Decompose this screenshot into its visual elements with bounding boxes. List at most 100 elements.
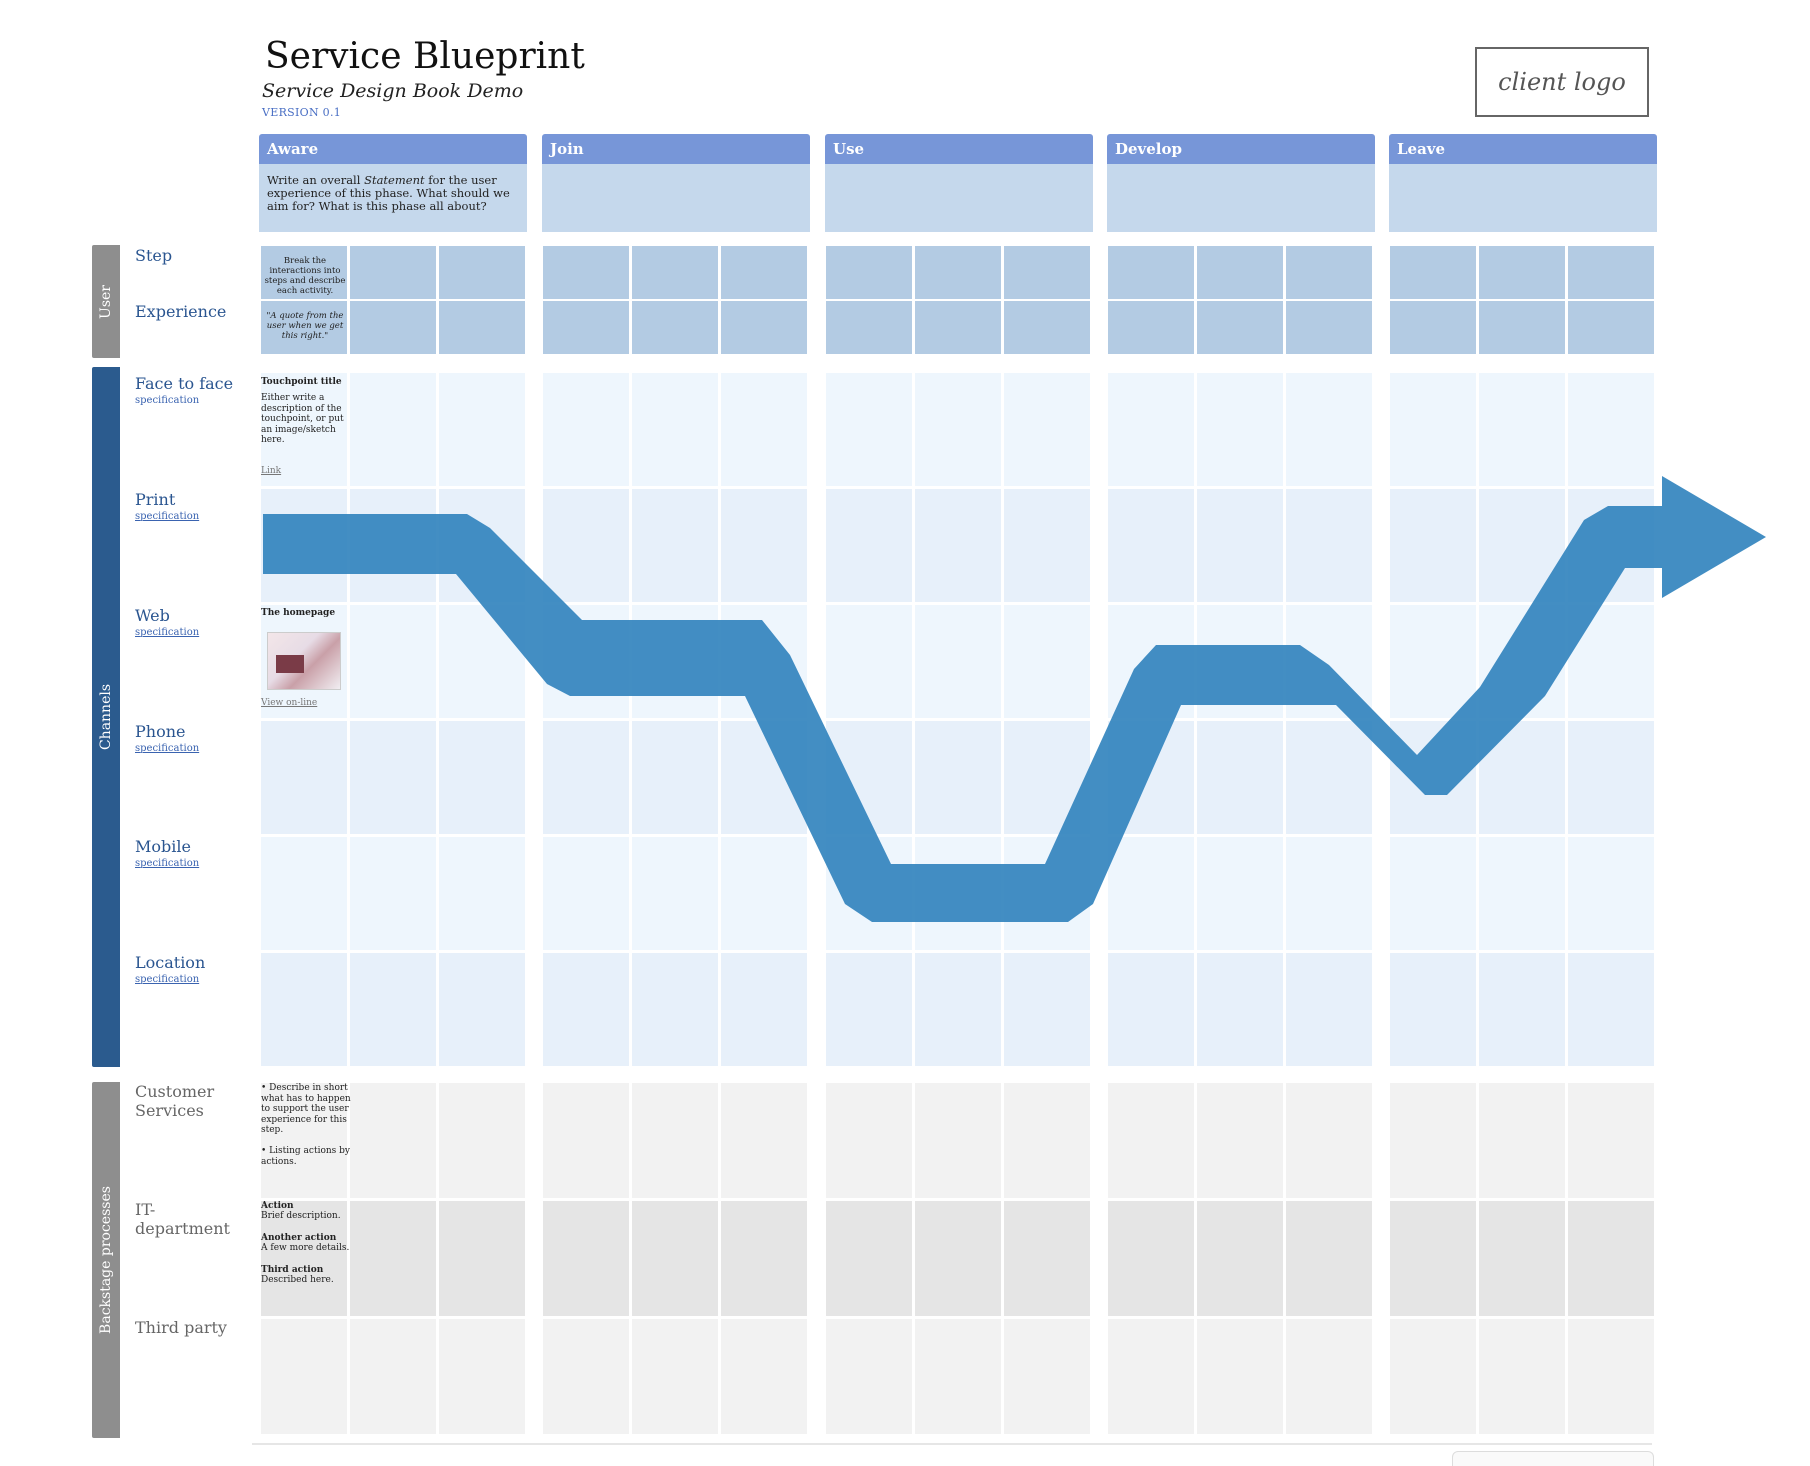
cell-web-leave-1[interactable] [1390, 605, 1476, 718]
cell-location-leave-2[interactable] [1479, 953, 1565, 1066]
cell-mobile-develop-3[interactable] [1286, 837, 1372, 950]
cell-it-department-join-3[interactable] [721, 1201, 807, 1316]
cell-third-party-aware-3[interactable] [439, 1319, 525, 1434]
cell-it-department-aware-1[interactable] [261, 1201, 347, 1316]
spec-link-face-to-face[interactable]: specification [135, 395, 200, 406]
cell-it-department-leave-3[interactable] [1568, 1201, 1654, 1316]
cell-location-use-1[interactable] [826, 953, 912, 1066]
cell-it-department-use-1[interactable] [826, 1201, 912, 1316]
cell-phone-use-2[interactable] [915, 721, 1001, 834]
cell-location-use-3[interactable] [1004, 953, 1090, 1066]
cell-experience-use-3[interactable] [1004, 301, 1090, 354]
cell-mobile-join-3[interactable] [721, 837, 807, 950]
cell-customer-services-join-1[interactable] [543, 1083, 629, 1198]
cell-experience-join-2[interactable] [632, 301, 718, 354]
cell-print-use-2[interactable] [915, 489, 1001, 602]
cell-experience-use-2[interactable] [915, 301, 1001, 354]
cell-it-department-aware-2[interactable] [350, 1201, 436, 1316]
spec-link-phone[interactable]: specification [135, 743, 200, 754]
cell-third-party-use-1[interactable] [826, 1319, 912, 1434]
cell-mobile-leave-1[interactable] [1390, 837, 1476, 950]
cell-customer-services-develop-3[interactable] [1286, 1083, 1372, 1198]
cell-customer-services-use-3[interactable] [1004, 1083, 1090, 1198]
cell-phone-develop-3[interactable] [1286, 721, 1372, 834]
cell-face-to-face-use-2[interactable] [915, 373, 1001, 486]
cell-face-to-face-use-3[interactable] [1004, 373, 1090, 486]
cell-third-party-develop-3[interactable] [1286, 1319, 1372, 1434]
cell-location-aware-1[interactable] [261, 953, 347, 1066]
spec-link-mobile[interactable]: specification [135, 858, 200, 869]
cell-it-department-join-2[interactable] [632, 1201, 718, 1316]
cell-face-to-face-leave-1[interactable] [1390, 373, 1476, 486]
cell-face-to-face-develop-3[interactable] [1286, 373, 1372, 486]
cell-step-leave-2[interactable] [1479, 246, 1565, 299]
cell-mobile-aware-1[interactable] [261, 837, 347, 950]
cell-customer-services-use-2[interactable] [915, 1083, 1001, 1198]
cell-mobile-aware-2[interactable] [350, 837, 436, 950]
cell-third-party-join-2[interactable] [632, 1319, 718, 1434]
cell-print-leave-1[interactable] [1390, 489, 1476, 602]
cell-web-aware-2[interactable] [350, 605, 436, 718]
cell-customer-services-aware-1[interactable] [261, 1083, 347, 1198]
cell-location-develop-3[interactable] [1286, 953, 1372, 1066]
cell-experience-use-1[interactable] [826, 301, 912, 354]
cell-face-to-face-join-2[interactable] [632, 373, 718, 486]
cell-experience-aware-1[interactable] [261, 301, 347, 354]
bottom-scroll-tab[interactable] [1452, 1451, 1654, 1466]
cell-step-use-3[interactable] [1004, 246, 1090, 299]
cell-mobile-join-2[interactable] [632, 837, 718, 950]
cell-print-join-1[interactable] [543, 489, 629, 602]
cell-mobile-leave-2[interactable] [1479, 837, 1565, 950]
cell-step-develop-2[interactable] [1197, 246, 1283, 299]
cell-face-to-face-aware-1[interactable] [261, 373, 347, 486]
cell-third-party-aware-1[interactable] [261, 1319, 347, 1434]
cell-step-use-2[interactable] [915, 246, 1001, 299]
cell-it-department-use-3[interactable] [1004, 1201, 1090, 1316]
cell-step-aware-2[interactable] [350, 246, 436, 299]
cell-experience-leave-3[interactable] [1568, 301, 1654, 354]
cell-customer-services-leave-1[interactable] [1390, 1083, 1476, 1198]
spec-link-location[interactable]: specification [135, 974, 200, 985]
cell-customer-services-use-1[interactable] [826, 1083, 912, 1198]
cell-step-develop-3[interactable] [1286, 246, 1372, 299]
cell-print-use-3[interactable] [1004, 489, 1090, 602]
cell-step-join-3[interactable] [721, 246, 807, 299]
cell-third-party-use-2[interactable] [915, 1319, 1001, 1434]
cell-experience-leave-2[interactable] [1479, 301, 1565, 354]
cell-experience-leave-1[interactable] [1390, 301, 1476, 354]
spec-link-print[interactable]: specification [135, 511, 200, 522]
cell-it-department-leave-1[interactable] [1390, 1201, 1476, 1316]
cell-experience-aware-3[interactable] [439, 301, 525, 354]
cell-third-party-leave-3[interactable] [1568, 1319, 1654, 1434]
cell-it-department-develop-2[interactable] [1197, 1201, 1283, 1316]
cell-it-department-develop-3[interactable] [1286, 1201, 1372, 1316]
cell-location-develop-1[interactable] [1108, 953, 1194, 1066]
cell-it-department-develop-1[interactable] [1108, 1201, 1194, 1316]
cell-mobile-aware-3[interactable] [439, 837, 525, 950]
cell-web-use-2[interactable] [915, 605, 1001, 718]
cell-step-develop-1[interactable] [1108, 246, 1194, 299]
cell-location-leave-3[interactable] [1568, 953, 1654, 1066]
cell-location-join-1[interactable] [543, 953, 629, 1066]
cell-third-party-use-3[interactable] [1004, 1319, 1090, 1434]
cell-third-party-join-1[interactable] [543, 1319, 629, 1434]
cell-location-leave-1[interactable] [1390, 953, 1476, 1066]
spec-link-web[interactable]: specification [135, 627, 200, 638]
cell-experience-join-1[interactable] [543, 301, 629, 354]
cell-step-leave-1[interactable] [1390, 246, 1476, 299]
cell-web-use-1[interactable] [826, 605, 912, 718]
cell-third-party-aware-2[interactable] [350, 1319, 436, 1434]
cell-location-aware-2[interactable] [350, 953, 436, 1066]
cell-customer-services-leave-2[interactable] [1479, 1083, 1565, 1198]
cell-third-party-leave-2[interactable] [1479, 1319, 1565, 1434]
cell-customer-services-leave-3[interactable] [1568, 1083, 1654, 1198]
cell-customer-services-aware-3[interactable] [439, 1083, 525, 1198]
cell-face-to-face-aware-2[interactable] [350, 373, 436, 486]
cell-face-to-face-use-1[interactable] [826, 373, 912, 486]
cell-third-party-join-3[interactable] [721, 1319, 807, 1434]
cell-experience-develop-3[interactable] [1286, 301, 1372, 354]
cell-phone-join-1[interactable] [543, 721, 629, 834]
cell-mobile-develop-2[interactable] [1197, 837, 1283, 950]
cell-face-to-face-leave-3[interactable] [1568, 373, 1654, 486]
cell-experience-develop-1[interactable] [1108, 301, 1194, 354]
